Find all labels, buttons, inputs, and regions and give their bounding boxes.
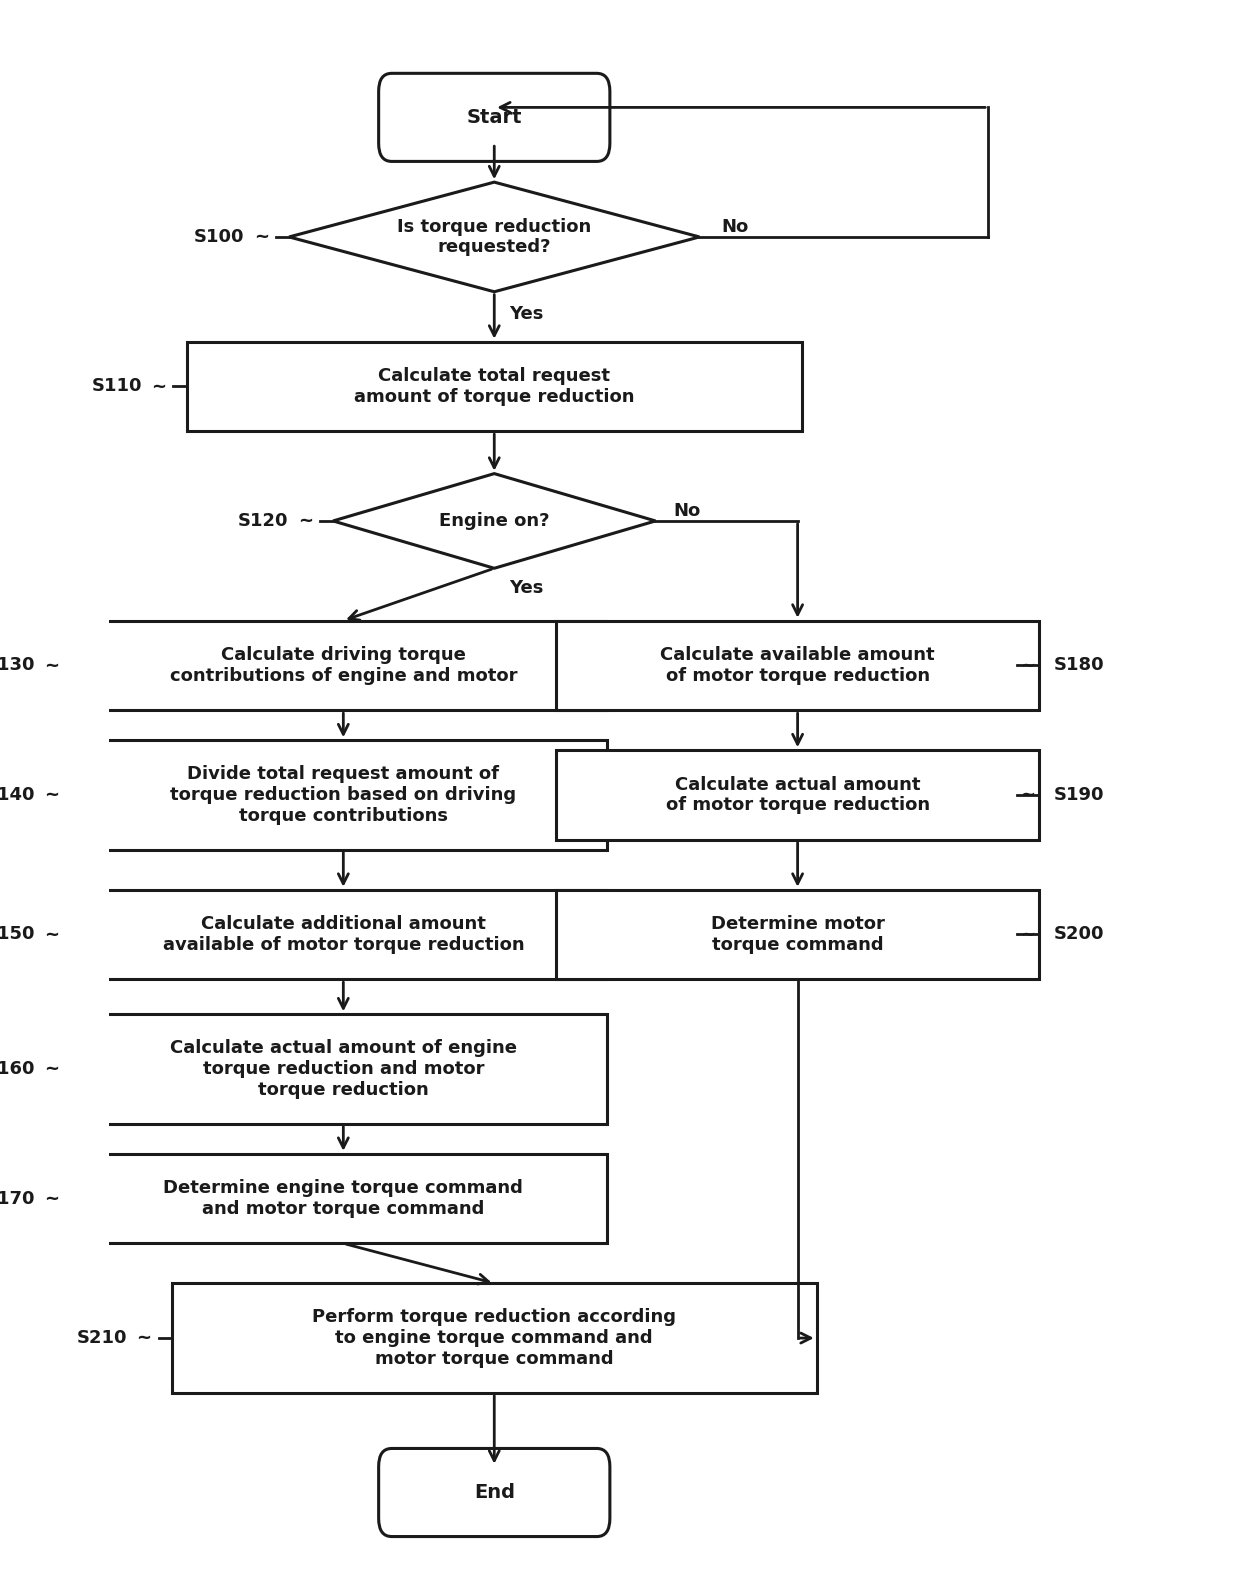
Text: S170: S170 bbox=[0, 1189, 35, 1208]
Text: Calculate available amount
of motor torque reduction: Calculate available amount of motor torq… bbox=[660, 646, 935, 685]
Bar bbox=[556, 621, 1039, 710]
Bar bbox=[79, 890, 608, 980]
Text: ~: ~ bbox=[45, 1060, 60, 1077]
Text: ~: ~ bbox=[45, 926, 60, 943]
Text: Engine on?: Engine on? bbox=[439, 512, 549, 529]
Bar bbox=[79, 621, 608, 710]
Text: Perform torque reduction according
to engine torque command and
motor torque com: Perform torque reduction according to en… bbox=[312, 1309, 676, 1367]
Text: S150: S150 bbox=[0, 926, 35, 943]
Text: Calculate driving torque
contributions of engine and motor: Calculate driving torque contributions o… bbox=[170, 646, 517, 685]
Text: Calculate additional amount
available of motor torque reduction: Calculate additional amount available of… bbox=[162, 915, 525, 954]
Text: Divide total request amount of
torque reduction based on driving
torque contribu: Divide total request amount of torque re… bbox=[170, 765, 516, 825]
Text: S110: S110 bbox=[92, 378, 141, 395]
Text: ~: ~ bbox=[1021, 926, 1035, 943]
Bar bbox=[172, 1284, 817, 1392]
Text: S190: S190 bbox=[1054, 786, 1105, 803]
Text: S200: S200 bbox=[1054, 926, 1105, 943]
Text: ~: ~ bbox=[1021, 786, 1035, 803]
Bar bbox=[556, 750, 1039, 839]
Text: S140: S140 bbox=[0, 786, 35, 803]
Polygon shape bbox=[334, 474, 656, 569]
Text: Yes: Yes bbox=[508, 580, 543, 597]
Text: Calculate total request
amount of torque reduction: Calculate total request amount of torque… bbox=[353, 367, 635, 406]
Text: Calculate actual amount
of motor torque reduction: Calculate actual amount of motor torque … bbox=[666, 775, 930, 814]
Bar bbox=[556, 890, 1039, 980]
Bar bbox=[186, 342, 802, 432]
FancyBboxPatch shape bbox=[378, 1449, 610, 1537]
Text: ~: ~ bbox=[298, 512, 312, 529]
Text: S120: S120 bbox=[238, 512, 289, 529]
Text: S210: S210 bbox=[77, 1329, 128, 1347]
Text: S180: S180 bbox=[1054, 657, 1105, 674]
Text: ~: ~ bbox=[254, 228, 269, 246]
Text: Calculate actual amount of engine
torque reduction and motor
torque reduction: Calculate actual amount of engine torque… bbox=[170, 1040, 517, 1099]
Text: S160: S160 bbox=[0, 1060, 35, 1077]
Text: No: No bbox=[673, 502, 701, 520]
Text: Determine motor
torque command: Determine motor torque command bbox=[711, 915, 884, 954]
Text: ~: ~ bbox=[1021, 657, 1035, 674]
Text: S100: S100 bbox=[193, 228, 244, 246]
Text: Determine engine torque command
and motor torque command: Determine engine torque command and moto… bbox=[164, 1180, 523, 1217]
Bar bbox=[79, 740, 608, 851]
Text: ~: ~ bbox=[45, 657, 60, 674]
Text: ~: ~ bbox=[151, 378, 166, 395]
Text: Is torque reduction
requested?: Is torque reduction requested? bbox=[397, 217, 591, 257]
Text: Yes: Yes bbox=[508, 304, 543, 323]
Text: Start: Start bbox=[466, 107, 522, 128]
Text: S130: S130 bbox=[0, 657, 35, 674]
Text: ~: ~ bbox=[136, 1329, 151, 1347]
Bar bbox=[79, 1014, 608, 1125]
Text: End: End bbox=[474, 1484, 515, 1503]
Text: No: No bbox=[722, 217, 749, 236]
Bar bbox=[79, 1154, 608, 1243]
Polygon shape bbox=[289, 183, 699, 291]
Text: ~: ~ bbox=[45, 1189, 60, 1208]
FancyBboxPatch shape bbox=[378, 74, 610, 161]
Text: ~: ~ bbox=[45, 786, 60, 803]
